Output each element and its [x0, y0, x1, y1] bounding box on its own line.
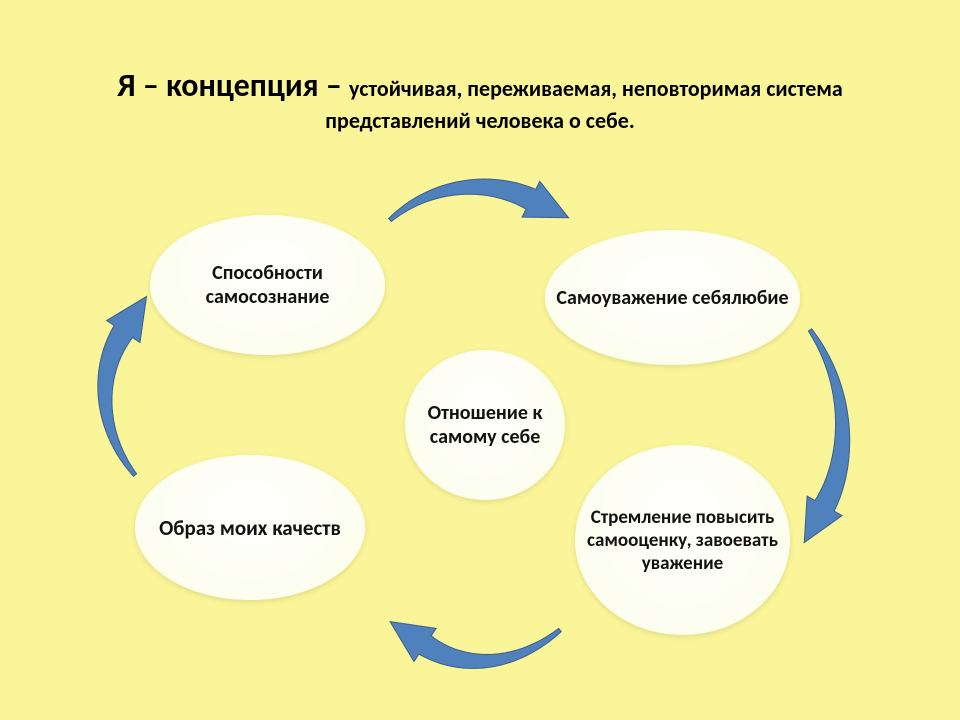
slide-title: Я – концепция – устойчивая, переживаемая…: [50, 65, 910, 135]
node-top-left: Способности самосознание: [150, 215, 385, 355]
title-small-1: устойчивая, переживаемая, неповторимая с…: [349, 75, 843, 102]
node-center: Отношение к самому себе: [405, 350, 565, 500]
title-big: Я – концепция –: [117, 66, 349, 105]
title-small-2: представлений человека о себе.: [325, 107, 634, 134]
node-top-right: Самоуважение себялюбие: [545, 230, 800, 365]
cycle-arrow: [98, 296, 147, 476]
node-bottom-left: Образ моих качеств: [135, 455, 365, 600]
node-bottom-right: Стремление повысить самооценку, завоеват…: [575, 445, 790, 635]
slide: Я – концепция – устойчивая, переживаемая…: [0, 0, 960, 720]
cycle-arrow: [390, 622, 561, 669]
cycle-arrow: [389, 179, 569, 221]
cycle-arrow: [804, 329, 849, 543]
